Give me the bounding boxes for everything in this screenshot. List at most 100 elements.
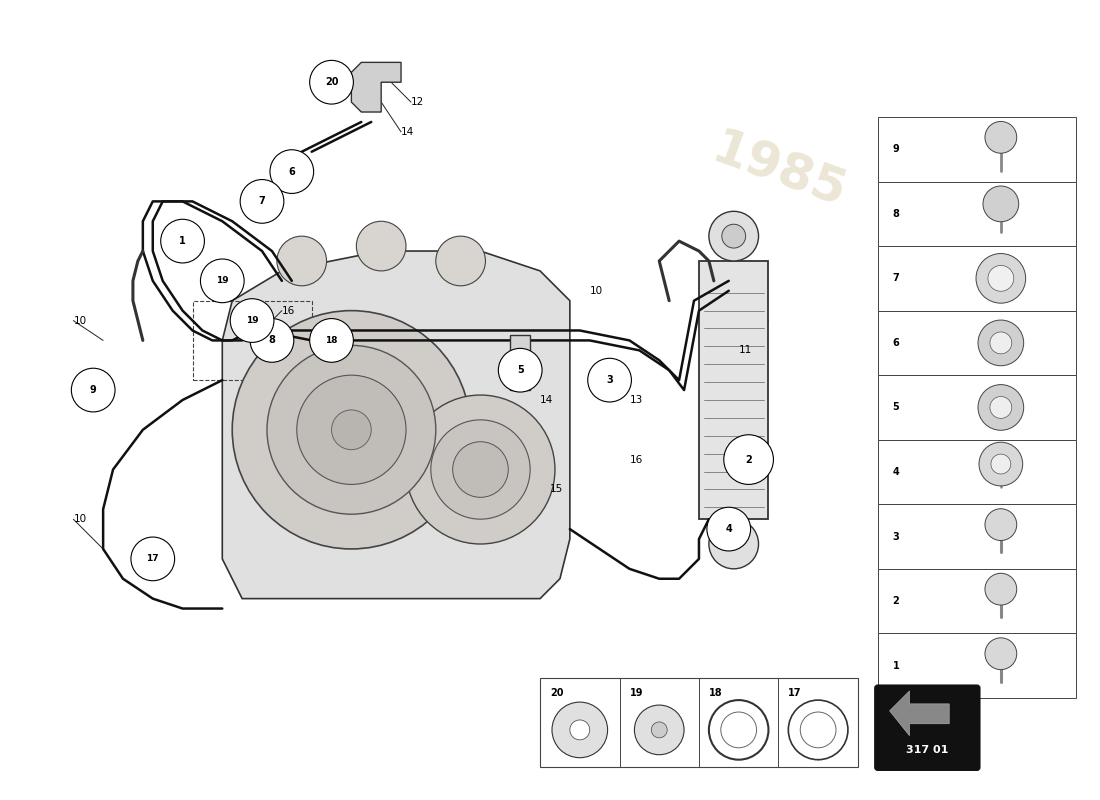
Circle shape bbox=[708, 519, 759, 569]
Circle shape bbox=[250, 318, 294, 362]
Bar bbox=[878, 375, 1076, 440]
Circle shape bbox=[161, 219, 205, 263]
Polygon shape bbox=[890, 691, 949, 736]
Circle shape bbox=[267, 346, 436, 514]
Text: 12: 12 bbox=[411, 97, 425, 107]
Circle shape bbox=[297, 375, 406, 485]
Circle shape bbox=[990, 332, 1012, 354]
FancyBboxPatch shape bbox=[874, 685, 980, 770]
Circle shape bbox=[988, 266, 1014, 291]
Polygon shape bbox=[351, 62, 402, 112]
Text: 4: 4 bbox=[892, 467, 900, 477]
Bar bbox=[698, 261, 769, 519]
Bar bbox=[878, 182, 1076, 246]
Circle shape bbox=[720, 712, 757, 748]
Circle shape bbox=[310, 318, 353, 362]
Text: a parts superstore since 1985: a parts superstore since 1985 bbox=[328, 423, 515, 436]
Text: 3: 3 bbox=[892, 531, 900, 542]
Bar bbox=[878, 117, 1076, 182]
Circle shape bbox=[436, 236, 485, 286]
Circle shape bbox=[707, 507, 750, 551]
Circle shape bbox=[331, 410, 372, 450]
Circle shape bbox=[722, 224, 746, 248]
Circle shape bbox=[552, 702, 607, 758]
Circle shape bbox=[651, 722, 668, 738]
Text: 19: 19 bbox=[629, 688, 642, 698]
Circle shape bbox=[230, 298, 274, 342]
Bar bbox=[540, 678, 858, 767]
Circle shape bbox=[984, 509, 1016, 541]
Text: 4: 4 bbox=[725, 524, 733, 534]
Circle shape bbox=[406, 395, 556, 544]
Bar bbox=[510, 335, 530, 390]
Circle shape bbox=[270, 150, 314, 194]
Circle shape bbox=[570, 720, 590, 740]
Text: 8: 8 bbox=[268, 335, 275, 346]
Text: 317 01: 317 01 bbox=[906, 745, 948, 755]
Text: 1: 1 bbox=[892, 661, 900, 670]
Text: 15: 15 bbox=[550, 484, 563, 494]
Circle shape bbox=[979, 442, 1023, 486]
Circle shape bbox=[310, 60, 353, 104]
Text: 5: 5 bbox=[892, 402, 900, 413]
Text: 10: 10 bbox=[590, 286, 603, 296]
Circle shape bbox=[984, 638, 1016, 670]
Text: 18: 18 bbox=[708, 688, 723, 698]
Text: 16: 16 bbox=[282, 306, 295, 316]
Text: 14: 14 bbox=[540, 395, 553, 405]
Bar bbox=[878, 504, 1076, 569]
Bar bbox=[878, 569, 1076, 634]
Text: 1: 1 bbox=[179, 236, 186, 246]
Circle shape bbox=[431, 420, 530, 519]
Circle shape bbox=[635, 705, 684, 754]
Circle shape bbox=[232, 310, 471, 549]
Bar bbox=[878, 246, 1076, 310]
Text: 7: 7 bbox=[258, 196, 265, 206]
Text: 13: 13 bbox=[629, 395, 642, 405]
Text: 20: 20 bbox=[324, 78, 339, 87]
Text: 16: 16 bbox=[629, 454, 642, 465]
Text: 19: 19 bbox=[216, 276, 229, 286]
Text: 6: 6 bbox=[288, 166, 295, 177]
Circle shape bbox=[984, 122, 1016, 154]
Circle shape bbox=[453, 442, 508, 498]
Bar bbox=[192, 301, 311, 380]
Circle shape bbox=[984, 574, 1016, 605]
Text: 2: 2 bbox=[892, 596, 900, 606]
Circle shape bbox=[983, 186, 1019, 222]
Text: 6: 6 bbox=[892, 338, 900, 348]
Circle shape bbox=[991, 454, 1011, 474]
Text: 3: 3 bbox=[606, 375, 613, 385]
Text: 20: 20 bbox=[550, 688, 563, 698]
Text: eurospares: eurospares bbox=[307, 363, 536, 397]
Circle shape bbox=[789, 700, 848, 760]
Text: 11: 11 bbox=[739, 346, 752, 355]
Circle shape bbox=[240, 179, 284, 223]
Bar bbox=[878, 310, 1076, 375]
Circle shape bbox=[978, 320, 1024, 366]
Text: 1985: 1985 bbox=[705, 126, 852, 218]
Circle shape bbox=[200, 259, 244, 302]
Circle shape bbox=[724, 434, 773, 485]
Bar bbox=[878, 440, 1076, 504]
Circle shape bbox=[587, 358, 631, 402]
Text: 9: 9 bbox=[90, 385, 97, 395]
Text: 18: 18 bbox=[326, 336, 338, 345]
Circle shape bbox=[708, 700, 769, 760]
Text: 7: 7 bbox=[892, 274, 900, 283]
Text: 19: 19 bbox=[245, 316, 258, 325]
Circle shape bbox=[277, 236, 327, 286]
Text: 2: 2 bbox=[745, 454, 752, 465]
Circle shape bbox=[356, 222, 406, 271]
Text: 9: 9 bbox=[892, 144, 900, 154]
Circle shape bbox=[990, 397, 1012, 418]
Circle shape bbox=[131, 537, 175, 581]
Circle shape bbox=[708, 211, 759, 261]
Circle shape bbox=[976, 254, 1025, 303]
Bar bbox=[878, 634, 1076, 698]
Text: 17: 17 bbox=[146, 554, 160, 563]
Circle shape bbox=[72, 368, 116, 412]
Text: 10: 10 bbox=[74, 514, 87, 524]
Text: 8: 8 bbox=[892, 209, 900, 219]
Circle shape bbox=[498, 348, 542, 392]
